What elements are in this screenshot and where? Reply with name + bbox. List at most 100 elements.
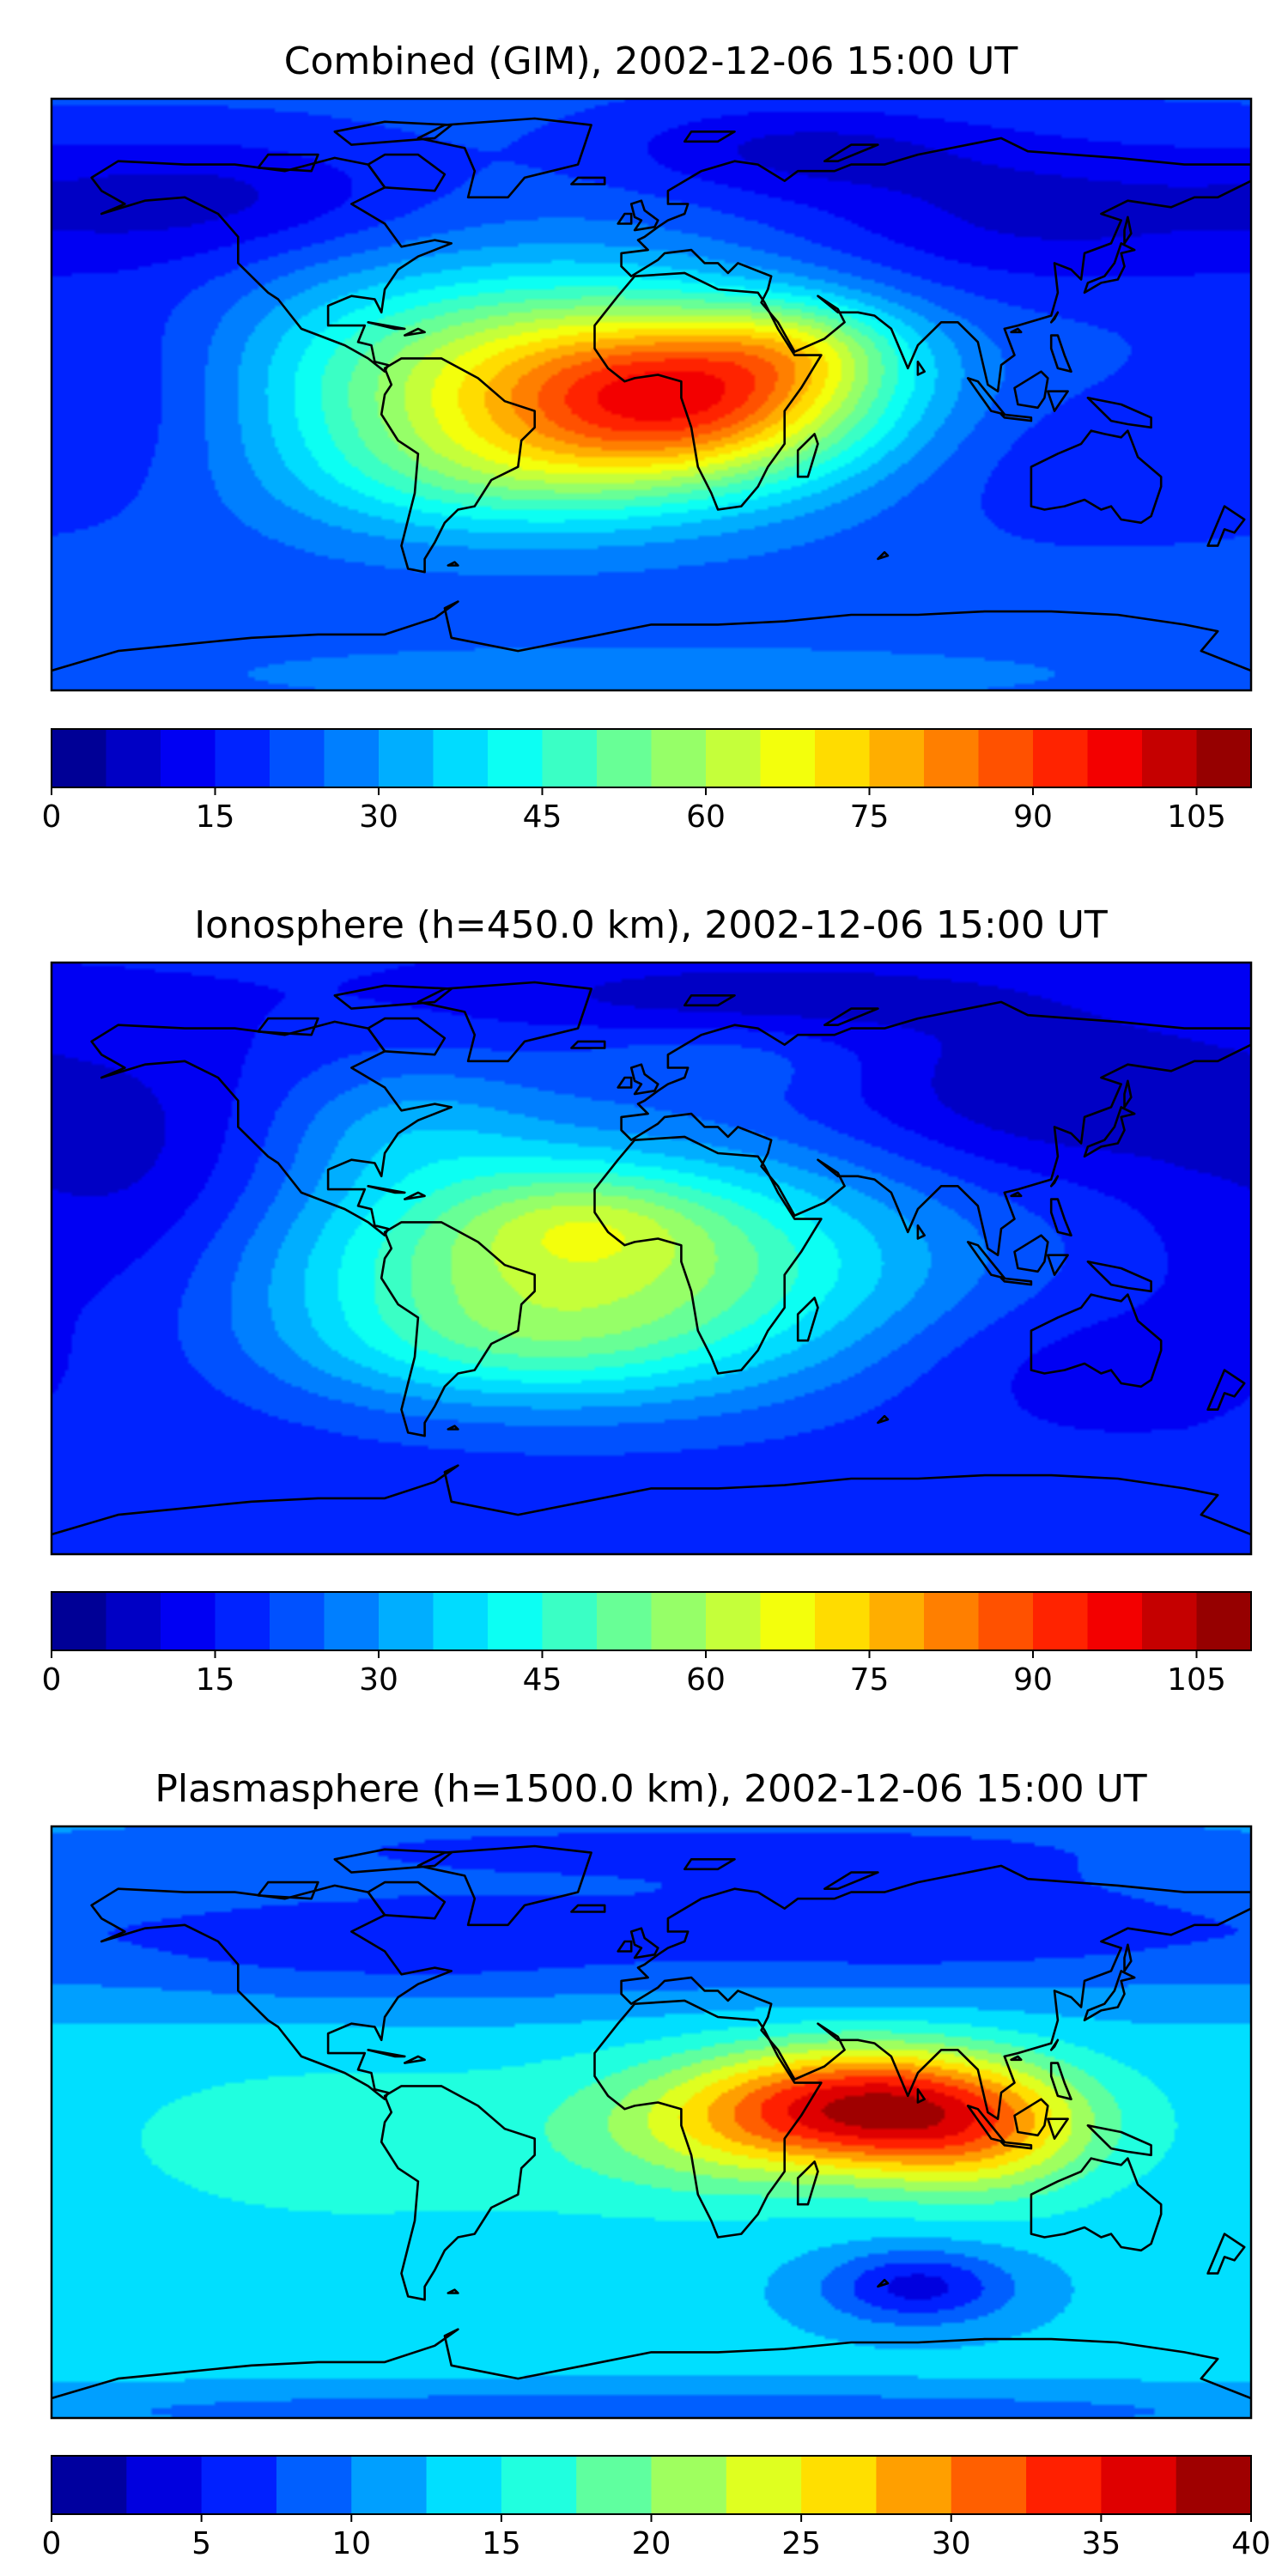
coastline-britain bbox=[629, 1063, 659, 1096]
tec-heatmap bbox=[52, 99, 1251, 690]
colorbar-segment bbox=[1176, 2456, 1252, 2514]
panel-plasmasphere: Plasmasphere (h=1500.0 km), 2002-12-06 1… bbox=[42, 1767, 1271, 2561]
coastline-ireland bbox=[617, 1940, 633, 1953]
coastline-java bbox=[999, 1277, 1033, 1286]
colorbar-segment bbox=[379, 1592, 434, 1650]
coastline-sri-lanka bbox=[916, 360, 926, 376]
colorbar-segment bbox=[1026, 2456, 1102, 2514]
colorbar-segment bbox=[1101, 2456, 1177, 2514]
coastline-taiwan bbox=[1049, 1175, 1060, 1188]
coastlines bbox=[52, 117, 1251, 672]
coastline-britain bbox=[629, 1927, 659, 1959]
colorbar-segment bbox=[815, 1592, 871, 1650]
coastline-hainan bbox=[1010, 1191, 1023, 1198]
colorbar-tick-label: 75 bbox=[850, 799, 890, 835]
colorbar-segment bbox=[488, 729, 544, 787]
coastline-ellesmere bbox=[333, 1848, 453, 1874]
colorbar-segment bbox=[651, 2456, 727, 2514]
coastline-victoria bbox=[257, 1017, 319, 1036]
coastline-svalbard bbox=[683, 1858, 736, 1871]
colorbar-segment bbox=[1142, 1592, 1198, 1650]
coastline-svalbard bbox=[683, 994, 736, 1007]
coastline-cuba bbox=[367, 2049, 406, 2058]
colorbar-segment bbox=[161, 729, 216, 787]
coastline-philippines bbox=[1049, 1198, 1072, 1236]
coastline-cuba bbox=[367, 321, 406, 331]
colorbar-tick-label: 15 bbox=[196, 799, 235, 835]
colorbar-segment bbox=[651, 1592, 707, 1650]
colorbar-tick-label: 20 bbox=[632, 2526, 671, 2561]
colorbar-segment bbox=[270, 729, 325, 787]
coastline-ellesmere bbox=[333, 120, 453, 146]
coastline-greenland bbox=[416, 117, 592, 199]
coastline-borneo bbox=[1013, 1234, 1049, 1273]
colorbar-segment bbox=[501, 2456, 577, 2514]
panel-title: Combined (GIM), 2002-12-06 15:00 UT bbox=[284, 39, 1018, 83]
coastline-africa bbox=[593, 1999, 823, 2239]
colorbar-segment bbox=[576, 2456, 653, 2514]
coastline-hispaniola bbox=[404, 327, 426, 337]
coastline-africa bbox=[593, 1135, 823, 1375]
coastline-hispaniola bbox=[404, 2055, 426, 2064]
colorbar-segment bbox=[1033, 1592, 1089, 1650]
colorbar-tick-label: 60 bbox=[686, 799, 726, 835]
colorbar-segment bbox=[1196, 729, 1252, 787]
colorbar-tick-label: 25 bbox=[781, 2526, 821, 2561]
coastline-antarctica bbox=[52, 600, 1251, 672]
coastline-philippines bbox=[1049, 2062, 1072, 2100]
coastline-iceland bbox=[570, 176, 606, 185]
coastline-falklands bbox=[447, 2288, 459, 2294]
coastline-australia bbox=[1030, 429, 1163, 525]
coastlines bbox=[52, 1844, 1251, 2400]
colorbar-segment bbox=[1033, 729, 1089, 787]
colorbar-segment bbox=[106, 1592, 161, 1650]
colorbar-segment bbox=[52, 1592, 107, 1650]
coastline-madagascar bbox=[796, 1297, 819, 1342]
coastline-new-zealand bbox=[1206, 2233, 1246, 2275]
colorbar-tick-label: 105 bbox=[1167, 799, 1226, 835]
map-frame bbox=[50, 1825, 1253, 2420]
colorbar-tick-label: 15 bbox=[482, 2526, 521, 2561]
colorbar-segment bbox=[706, 1592, 762, 1650]
colorbar-segment bbox=[161, 1592, 216, 1650]
coastlines bbox=[52, 981, 1251, 1536]
colorbar-tick-label: 40 bbox=[1231, 2526, 1271, 2561]
colorbar-segment bbox=[801, 2456, 878, 2514]
colorbar-tick-label: 15 bbox=[196, 1662, 235, 1698]
coastline-philippines bbox=[1049, 334, 1072, 373]
colorbar-segment bbox=[1087, 1592, 1143, 1650]
coastline-antarctica bbox=[52, 1464, 1251, 1536]
colorbar-segment bbox=[542, 729, 598, 787]
coastline-south-america bbox=[380, 2085, 536, 2301]
colorbar-tick-label: 105 bbox=[1167, 1662, 1226, 1698]
colorbar-segment bbox=[488, 1592, 544, 1650]
colorbar-frame bbox=[51, 728, 1252, 788]
colorbar-segment bbox=[201, 2456, 277, 2514]
coastline-new-zealand bbox=[1206, 1369, 1246, 1411]
coastline-taiwan bbox=[1049, 2038, 1060, 2051]
coastline-sri-lanka bbox=[916, 2087, 926, 2104]
colorbar-segment bbox=[433, 729, 489, 787]
coastline-ireland bbox=[617, 212, 633, 225]
coastline-japan bbox=[1083, 1106, 1136, 1158]
coastline-madagascar bbox=[796, 433, 819, 478]
coastline-victoria bbox=[257, 1880, 319, 1900]
coastline-hispaniola bbox=[404, 1191, 426, 1200]
colorbar-tick-label: 45 bbox=[523, 799, 562, 835]
coastline-sri-lanka bbox=[916, 1224, 926, 1240]
colorbar-segment bbox=[978, 1592, 1034, 1650]
colorbar-segment bbox=[433, 1592, 489, 1650]
map-plasmasphere bbox=[50, 1825, 1253, 2420]
colorbar-segment bbox=[760, 729, 816, 787]
colorbar-segment bbox=[324, 729, 380, 787]
coastline-greenland bbox=[416, 981, 592, 1063]
colorbar-segment bbox=[215, 729, 270, 787]
coastline-taiwan bbox=[1049, 311, 1060, 324]
colorbar-tick-label: 90 bbox=[1013, 1662, 1053, 1698]
colorbar-tick-label: 10 bbox=[331, 2526, 371, 2561]
coastline-novaya-zemlya bbox=[823, 1007, 879, 1026]
coastline-falklands bbox=[447, 561, 459, 567]
colorbar-segment bbox=[276, 2456, 352, 2514]
coastline-south-america bbox=[380, 1221, 536, 1437]
